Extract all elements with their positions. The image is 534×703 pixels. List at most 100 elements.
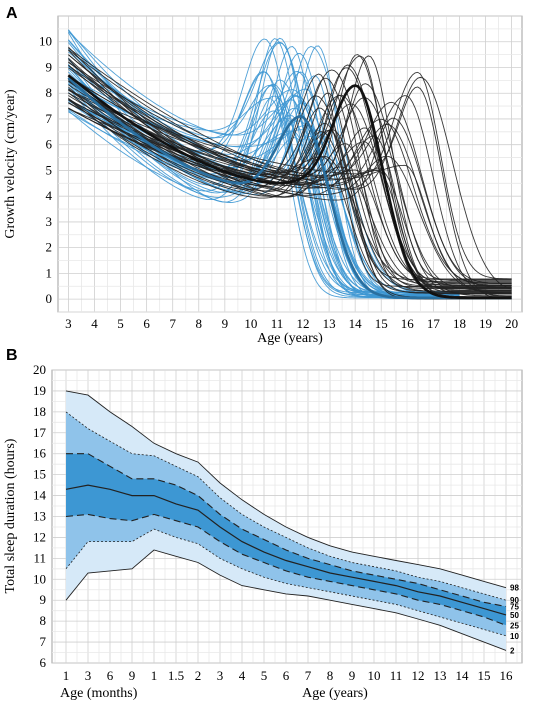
y-tick-label: 10	[39, 34, 52, 49]
p50-line	[65, 484, 507, 616]
x-tick-label: 15	[478, 668, 491, 683]
y-tick-label: 14	[33, 488, 47, 503]
percentile-label: 75	[510, 602, 519, 611]
y-tick-label: 16	[33, 446, 47, 461]
series-line	[68, 79, 512, 288]
percentile-label: 98	[510, 584, 519, 593]
series-line	[68, 78, 460, 294]
x-tick-label: 9	[129, 668, 136, 683]
series-line	[68, 78, 512, 287]
x-tick-label: 5	[117, 316, 124, 331]
x-tick-label: 9	[222, 316, 229, 331]
x-tick-label: 16	[401, 316, 415, 331]
y-tick-label: 7	[46, 111, 53, 126]
y-tick-label: 6	[40, 655, 47, 670]
x-tick-label: 3	[85, 668, 92, 683]
panel-b-y-axis-title: Total sleep duration (hours)	[3, 438, 18, 593]
p90-line	[65, 411, 507, 601]
series-line	[68, 86, 512, 300]
x-tick-label: 6	[283, 668, 290, 683]
x-tick-label: 10	[368, 668, 381, 683]
y-tick-label: 9	[46, 59, 53, 74]
x-tick-label: 19	[479, 316, 492, 331]
x-tick-label: 11	[390, 668, 403, 683]
y-tick-label: 11	[33, 550, 46, 565]
panel-a-y-axis-title: Growth velocity (cm/year)	[3, 89, 18, 239]
series-line	[68, 62, 512, 284]
panel-a-label: A	[6, 5, 18, 22]
x-tick-label: 12	[412, 668, 425, 683]
x-tick-label: 3	[217, 668, 224, 683]
series-line	[68, 95, 512, 283]
percentile-label: 90	[510, 596, 519, 605]
x-tick-label: 18	[453, 316, 466, 331]
series-line	[68, 76, 512, 298]
panel-b-x-axis-title-months: Age (months)	[60, 686, 138, 701]
x-tick-label: 5	[261, 668, 268, 683]
panel-b-x-axis-title-years: Age (years)	[302, 686, 368, 701]
x-tick-label: 4	[239, 668, 246, 683]
y-tick-label: 3	[46, 214, 53, 229]
percentile-label: 50	[510, 611, 519, 620]
y-tick-label: 18	[33, 404, 46, 419]
x-tick-label: 6	[143, 316, 150, 331]
x-tick-label: 8	[196, 316, 203, 331]
x-tick-label: 15	[375, 316, 388, 331]
y-tick-label: 5	[46, 162, 53, 177]
x-tick-label: 6	[107, 668, 114, 683]
panel-b-label: B	[6, 347, 18, 364]
x-tick-label: 11	[271, 316, 284, 331]
x-tick-label: 9	[349, 668, 356, 683]
x-tick-label: 12	[297, 316, 310, 331]
x-tick-label: 10	[244, 316, 257, 331]
y-tick-label: 8	[46, 85, 53, 100]
panel-a-x-axis-title: Age (years)	[257, 331, 323, 346]
p25-line	[65, 513, 507, 626]
panel-a-lines	[68, 29, 512, 300]
x-tick-label: 1.5	[168, 668, 184, 683]
x-tick-label: 2	[195, 668, 202, 683]
mean-line	[67, 74, 512, 300]
panel-b-x-ticks: 1 3 6 9 1 1.5 2 3 4 5 6 7 8 9 10 11 12 13 14 15 16	[63, 668, 513, 683]
y-tick-label: 9	[40, 592, 47, 607]
x-tick-label: 3	[65, 316, 72, 331]
series-line	[68, 75, 512, 297]
x-tick-label: 7	[305, 668, 312, 683]
percentile-label: 25	[510, 621, 519, 630]
y-tick-label: 8	[40, 613, 47, 628]
p2-line	[65, 549, 507, 651]
y-tick-label: 12	[33, 529, 46, 544]
percentile-label: 10	[510, 632, 519, 641]
percentile-label: 2	[510, 646, 515, 655]
x-tick-label: 17	[427, 316, 441, 331]
y-tick-label: 7	[40, 634, 47, 649]
y-tick-label: 20	[33, 362, 46, 377]
panel-a: A 3 4 5 6 7 8 9 10 11 12 13 14 15 16 17 18 19 20 01234567…	[3, 5, 523, 346]
p98-line	[65, 390, 507, 589]
series-line	[68, 92, 512, 281]
series-line	[68, 98, 512, 290]
x-tick-label: 14	[349, 316, 363, 331]
x-tick-label: 8	[327, 668, 334, 683]
x-tick-label: 20	[505, 316, 518, 331]
y-tick-label: 2	[46, 240, 53, 255]
y-tick-label: 17	[33, 425, 47, 440]
panel-a-y-ticks: 0 1 2 3 4 5 6 7 8 9 10	[39, 34, 53, 306]
x-tick-label: 1	[151, 668, 158, 683]
y-tick-label: 0	[46, 291, 53, 306]
panel-b-y-ticks: 6 7 8 9 10 11 12 13 14 15 16 17 18 19 20	[33, 362, 47, 670]
panel-b-percentile-curves	[65, 390, 507, 651]
panel-a-mean-lines	[67, 74, 512, 300]
p75-line	[66, 453, 507, 608]
x-tick-label: 16	[500, 668, 514, 683]
series-line	[68, 99, 512, 293]
percentile-band	[66, 453, 506, 626]
y-tick-label: 4	[46, 188, 53, 203]
series-line	[68, 108, 512, 294]
x-tick-label: 14	[456, 668, 470, 683]
x-tick-label: 1	[63, 668, 70, 683]
y-tick-label: 6	[46, 137, 53, 152]
